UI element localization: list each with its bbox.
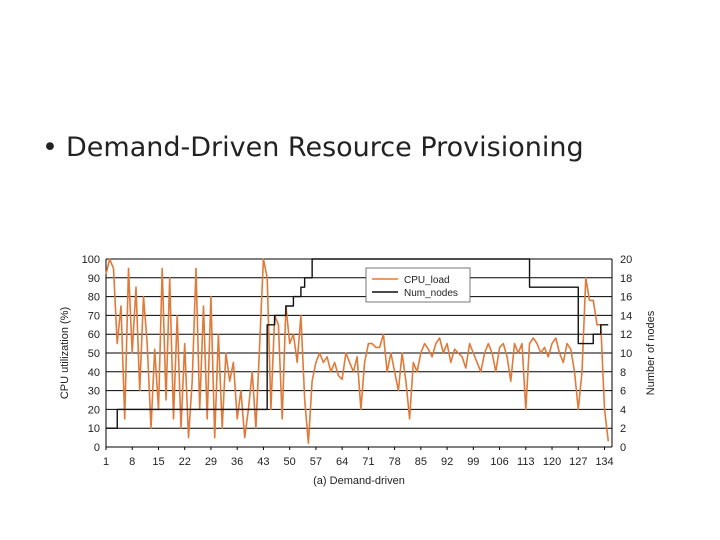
chart-legend: CPU_load Num_nodes xyxy=(365,267,471,303)
x-tick-label: 64 xyxy=(336,456,348,468)
chart-caption: (a) Demand-driven xyxy=(313,475,405,487)
x-tick-label: 134 xyxy=(595,456,613,468)
left-tick-label: 0 xyxy=(94,442,100,454)
right-tick-label: 0 xyxy=(620,442,626,454)
x-tick-label: 113 xyxy=(517,456,535,468)
x-tick-label: 50 xyxy=(284,456,296,468)
left-tick-label: 60 xyxy=(88,329,100,341)
right-tick-label: 2 xyxy=(620,423,626,435)
x-tick-label: 15 xyxy=(152,456,164,468)
x-tick-label: 1 xyxy=(103,456,109,468)
x-tick-label: 78 xyxy=(388,456,400,468)
left-tick-label: 20 xyxy=(88,404,100,416)
chart-axes: 0102030405060708090100024681012141618201… xyxy=(82,254,633,468)
x-tick-label: 106 xyxy=(490,456,508,468)
right-tick-label: 4 xyxy=(620,404,626,416)
chart-series xyxy=(105,258,610,444)
x-tick-label: 71 xyxy=(362,456,374,468)
left-tick-label: 90 xyxy=(88,273,100,285)
x-tick-label: 22 xyxy=(179,456,191,468)
right-tick-label: 14 xyxy=(620,310,632,322)
slide-heading-line: • Demand-Driven Resource Provisioning xyxy=(42,132,584,163)
right-tick-label: 12 xyxy=(620,329,632,341)
cpu-load-series-line xyxy=(105,258,610,444)
x-tick-label: 36 xyxy=(231,456,243,468)
left-tick-label: 70 xyxy=(88,310,100,322)
right-axis-title: Number of nodes xyxy=(645,310,657,395)
slide-heading: Demand-Driven Resource Provisioning xyxy=(66,132,584,163)
left-tick-label: 30 xyxy=(88,386,100,398)
x-tick-label: 120 xyxy=(543,456,561,468)
legend-box xyxy=(365,267,471,303)
right-tick-label: 8 xyxy=(620,367,626,379)
x-tick-label: 8 xyxy=(129,456,135,468)
right-tick-label: 16 xyxy=(620,292,632,304)
x-tick-label: 99 xyxy=(467,456,479,468)
x-tick-label: 57 xyxy=(310,456,322,468)
legend-label: CPU_load xyxy=(404,275,450,286)
left-tick-label: 10 xyxy=(88,423,100,435)
right-tick-label: 20 xyxy=(620,254,632,266)
right-tick-label: 10 xyxy=(620,348,632,360)
x-tick-label: 43 xyxy=(257,456,269,468)
num-nodes-series-line xyxy=(106,258,609,429)
x-tick-label: 127 xyxy=(569,456,587,468)
left-tick-label: 40 xyxy=(88,367,100,379)
right-tick-label: 18 xyxy=(620,273,632,285)
left-tick-label: 80 xyxy=(88,292,100,304)
left-axis-title: CPU utilization (%) xyxy=(59,307,71,399)
right-tick-label: 6 xyxy=(620,386,626,398)
left-tick-label: 50 xyxy=(88,348,100,360)
x-tick-label: 92 xyxy=(441,456,453,468)
left-tick-label: 100 xyxy=(82,254,100,266)
x-tick-label: 29 xyxy=(205,456,217,468)
legend-label: Num_nodes xyxy=(404,288,458,299)
chart-gridlines xyxy=(106,258,612,448)
x-tick-label: 85 xyxy=(415,456,427,468)
